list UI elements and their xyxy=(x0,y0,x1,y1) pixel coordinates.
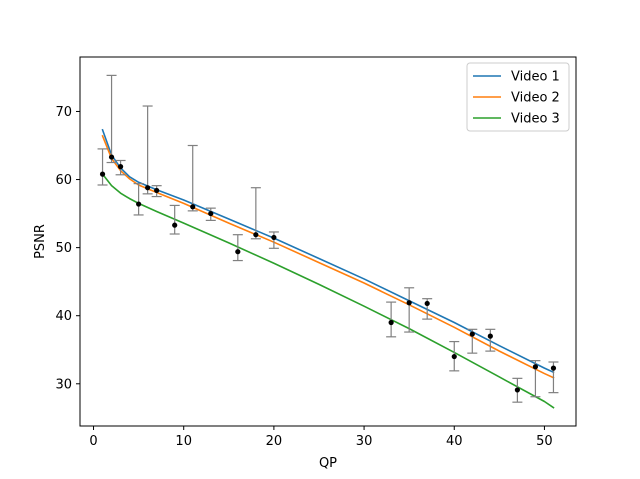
error-bar xyxy=(404,287,415,333)
x-tick-label: 50 xyxy=(536,434,553,449)
data-point xyxy=(253,232,259,238)
y-tick-label: 70 xyxy=(55,105,72,120)
data-point xyxy=(154,187,160,194)
error-bar xyxy=(250,187,261,240)
data-point xyxy=(208,210,214,217)
data-point xyxy=(451,353,457,360)
legend-item: Video 1 xyxy=(473,70,560,85)
plot-frame xyxy=(79,56,577,427)
legend-label: Video 1 xyxy=(511,70,560,85)
data-point xyxy=(487,333,493,339)
x-tick-label: 0 xyxy=(89,434,97,449)
data-point xyxy=(469,331,475,337)
data-point xyxy=(117,164,124,170)
legend-item: Video 3 xyxy=(473,112,560,127)
points-layer xyxy=(99,154,557,393)
y-tick-label: 60 xyxy=(55,173,72,188)
legend-label: Video 3 xyxy=(511,112,560,127)
legend: Video 1 Video 2 Video 3 xyxy=(466,62,570,132)
error-bar xyxy=(386,301,397,338)
x-tick-label: 20 xyxy=(266,434,283,449)
error-bar xyxy=(485,328,496,352)
error-bar xyxy=(268,231,279,249)
y-axis-ticks: 30 40 50 60 70 xyxy=(55,105,80,392)
y-tick-label: 30 xyxy=(55,377,72,392)
data-point xyxy=(550,365,557,371)
data-point xyxy=(108,154,115,160)
legend-box xyxy=(466,62,570,132)
data-point xyxy=(406,300,412,306)
data-point xyxy=(172,222,178,228)
data-point xyxy=(145,185,151,191)
legend-items: Video 1 Video 2 Video 3 xyxy=(473,70,560,127)
error-bar xyxy=(106,74,117,164)
series-line-1 xyxy=(101,128,555,374)
data-point xyxy=(190,204,196,210)
data-point xyxy=(271,234,277,241)
y-tick-label: 40 xyxy=(55,309,72,324)
data-point xyxy=(532,364,539,370)
data-point xyxy=(424,300,430,307)
error-bar xyxy=(169,204,180,235)
x-axis-label: QP xyxy=(319,456,337,471)
data-point xyxy=(235,249,241,255)
data-point xyxy=(388,319,394,326)
x-axis-ticks: 0 10 20 30 40 50 xyxy=(89,426,553,449)
error-bar xyxy=(232,234,243,262)
data-point xyxy=(136,201,142,207)
error-bar xyxy=(142,105,153,195)
series-line-3 xyxy=(101,172,555,409)
error-bar xyxy=(97,148,108,186)
data-point xyxy=(514,387,520,393)
y-tick-label: 50 xyxy=(55,241,72,256)
error-bar xyxy=(133,183,144,216)
error-bar xyxy=(187,144,198,212)
legend-label: Video 2 xyxy=(511,91,560,106)
errorbar-layer xyxy=(97,74,559,403)
x-tick-label: 10 xyxy=(175,434,192,449)
y-axis-label: PSNR xyxy=(33,224,48,259)
data-point xyxy=(99,171,106,177)
x-tick-label: 30 xyxy=(356,434,373,449)
x-tick-label: 40 xyxy=(446,434,463,449)
legend-item: Video 2 xyxy=(473,91,560,106)
